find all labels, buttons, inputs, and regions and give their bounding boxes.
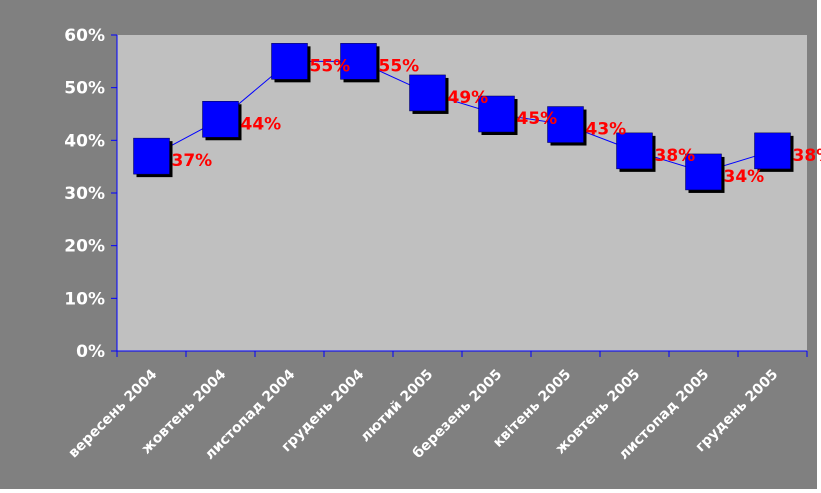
y-axis-ticks: 0% 10% 20% 30% 40% 50% 60% (64, 26, 117, 362)
data-point (754, 132, 791, 170)
series-polyline (151, 60, 773, 173)
data-point (271, 43, 308, 80)
data-point (133, 137, 170, 175)
data-label: 45% (517, 109, 558, 129)
data-point (547, 106, 584, 143)
data-label: 55% (310, 56, 351, 76)
y-tick-label: 20% (64, 237, 105, 257)
y-tick-label: 30% (64, 184, 105, 204)
series-markers (133, 43, 794, 193)
data-point (478, 95, 515, 133)
data-label: 43% (586, 120, 627, 140)
data-point (616, 132, 653, 170)
data-label: 37% (172, 151, 213, 171)
data-labels: 37% 44% 55% 55% 49% 45% 43% 38% 34% 38% (172, 56, 821, 187)
data-label: 38% (655, 146, 696, 166)
data-label: 34% (724, 167, 765, 187)
y-tick-label: 10% (64, 289, 105, 309)
y-tick-label: 60% (64, 26, 105, 46)
data-label: 49% (448, 88, 489, 108)
y-tick-label: 50% (64, 79, 105, 99)
data-label: 38% (793, 146, 821, 166)
data-label: 44% (241, 114, 282, 134)
data-point (340, 43, 377, 80)
data-point (409, 74, 446, 112)
data-point (685, 153, 722, 191)
y-tick-label: 40% (64, 131, 105, 151)
data-label: 55% (379, 56, 420, 76)
series-line (151, 60, 773, 173)
y-tick-label: 0% (76, 342, 105, 362)
plot-area (117, 35, 807, 351)
data-point (202, 101, 239, 138)
